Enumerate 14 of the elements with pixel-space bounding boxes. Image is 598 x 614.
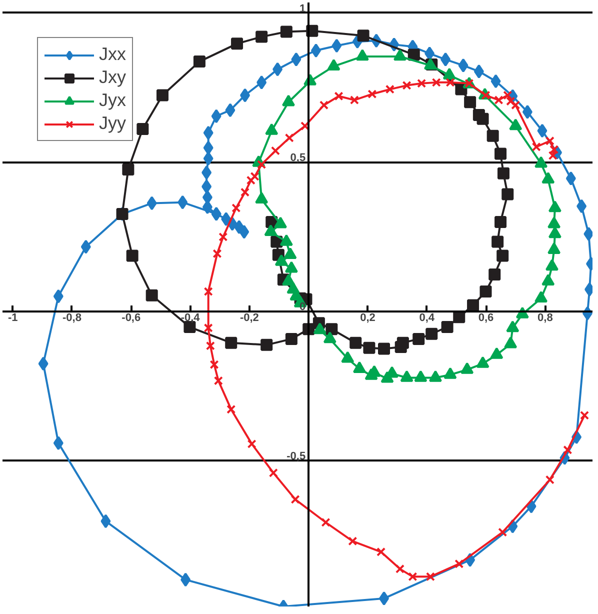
legend-label: Jyx: [99, 90, 126, 111]
x-tick-label: 0,2: [360, 312, 376, 324]
x-tick-label: -1: [8, 312, 18, 324]
legend-label: Jxy: [99, 67, 126, 88]
x-tick-label: -0,8: [62, 312, 82, 324]
legend-label: Jyy: [99, 113, 126, 134]
y-tick-label: -0,5: [286, 450, 306, 462]
x-tick-label: -0,6: [122, 312, 141, 324]
x-tick-label: 0,4: [419, 312, 436, 324]
legend-label: Jxx: [99, 44, 126, 65]
y-tick-label: 0,5: [290, 152, 306, 164]
x-tick-label: 0,8: [538, 312, 553, 324]
x-tick-label: -0,2: [240, 312, 259, 324]
x-tick-label: 0,6: [478, 312, 494, 324]
